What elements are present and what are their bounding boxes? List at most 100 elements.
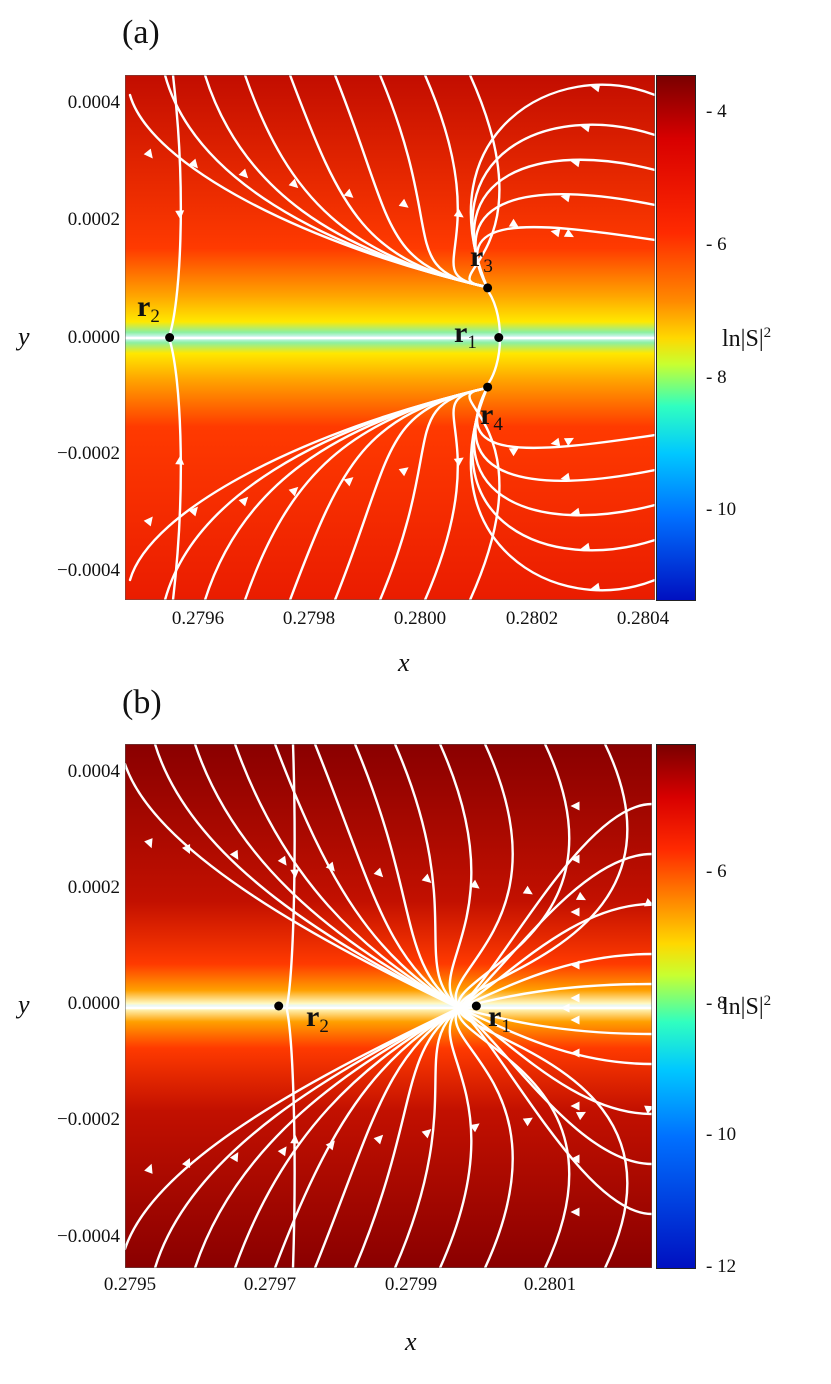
streamline <box>285 744 296 1008</box>
streamline-arrow <box>325 861 335 872</box>
critical-point-r1 <box>471 1001 481 1011</box>
streamline <box>457 1006 571 1268</box>
streamline-arrow <box>570 960 580 970</box>
streamline <box>475 386 655 450</box>
streamline <box>457 1006 652 1116</box>
panel-b-label: (b) <box>122 684 162 721</box>
panel-a-point-label-r4: r4 <box>480 398 503 435</box>
critical-point-r1 <box>494 333 504 342</box>
streamline <box>285 1008 296 1268</box>
streamline-arrow <box>143 148 153 159</box>
streamline-arrow <box>508 447 519 457</box>
panel-a-x-tick: 0.2800 <box>393 608 447 629</box>
streamline-arrow <box>143 516 153 527</box>
panel-a-y-tick: −0.0002 <box>57 443 120 464</box>
streamline-arrow <box>563 437 574 447</box>
panel-a-point-label-r3: r3 <box>470 240 493 277</box>
streamline-arrow <box>570 1048 580 1058</box>
streamline-arrow <box>570 1154 580 1164</box>
streamline <box>423 386 489 600</box>
panel-b-y-tick: 0.0002 <box>67 877 120 898</box>
panel-b-colorbar-tick: - 10 <box>706 1124 737 1145</box>
streamline <box>454 744 514 1010</box>
panel-a-x-tick: 0.2802 <box>505 608 559 629</box>
streamline-arrow <box>522 885 533 895</box>
panel-a-colorbar-tick: - 4 <box>706 101 727 122</box>
critical-point-r2 <box>274 1001 284 1011</box>
streamline <box>233 1006 461 1268</box>
streamline-arrow <box>238 168 249 179</box>
streamline-arrow <box>373 867 384 878</box>
streamline <box>454 1006 514 1268</box>
streamline <box>438 744 473 1010</box>
panel-b-x-tick: 0.2795 <box>103 1274 157 1295</box>
panel-b-streamplot <box>125 744 652 1268</box>
streamline <box>125 1006 461 1251</box>
streamline-arrow <box>570 854 580 864</box>
streamline <box>457 952 652 1010</box>
streamline-arrow <box>181 1157 191 1169</box>
streamline <box>193 744 461 1010</box>
streamline-arrow <box>560 472 571 482</box>
streamline-arrow <box>550 228 561 238</box>
panel-b-x-tick: 0.2799 <box>384 1274 438 1295</box>
streamline-arrow <box>343 188 354 198</box>
panel-a-x-axis-label: x <box>398 648 410 677</box>
streamline-arrow <box>550 437 561 447</box>
streamline-arrow <box>570 801 580 811</box>
streamline-arrow <box>570 1207 580 1217</box>
streamline-arrow <box>580 542 591 552</box>
panel-a-x-tick: 0.2798 <box>282 608 336 629</box>
panel-a-y-tick: 0.0000 <box>67 327 120 348</box>
streamline-arrow <box>570 507 581 517</box>
streamline-arrow <box>469 1123 480 1133</box>
streamline-arrow <box>560 1003 570 1013</box>
streamline-arrow <box>325 1140 335 1151</box>
panel-a-streamplot <box>125 75 655 600</box>
panel-b-x-tick: 0.2801 <box>523 1274 577 1295</box>
streamline-arrow <box>453 457 464 467</box>
streamline-arrow <box>238 496 249 507</box>
streamline <box>353 1006 461 1268</box>
streamline-arrow <box>644 898 652 907</box>
streamline-arrow <box>290 869 300 879</box>
streamline <box>457 902 652 1010</box>
panel-b-colorbar-tick: - 6 <box>706 861 727 882</box>
panel-b-colorbar-label: ln|S|2 <box>722 993 772 1020</box>
panel-a-y-tick: 0.0002 <box>67 209 120 230</box>
streamline-arrow <box>560 193 571 203</box>
streamline-arrow <box>421 1129 432 1139</box>
streamline-arrow <box>229 1152 239 1163</box>
streamline-arrow <box>188 506 198 517</box>
streamline <box>273 744 461 1010</box>
streamline <box>193 1006 461 1268</box>
streamline-arrow <box>288 178 299 189</box>
panel-b-x-tick: 0.2797 <box>243 1274 297 1295</box>
streamline <box>457 802 652 1010</box>
panel-a-colorbar-tick: - 6 <box>706 234 727 255</box>
panel-a-y-axis-label: y <box>18 322 30 351</box>
streamline-arrow <box>277 1146 287 1157</box>
panel-b-y-axis-label: y <box>18 990 30 1019</box>
streamline-arrow <box>288 486 299 497</box>
streamline-arrow <box>570 993 580 1003</box>
panel-a-colorbar-label: ln|S|2 <box>722 325 772 352</box>
streamline-arrow <box>398 198 409 208</box>
critical-point-r4 <box>483 382 493 392</box>
streamline-arrow <box>590 582 601 592</box>
streamline <box>457 1006 652 1066</box>
streamline-arrow <box>181 843 191 855</box>
streamline <box>438 1006 473 1268</box>
streamline-arrow <box>570 1101 580 1111</box>
streamline <box>475 225 655 289</box>
streamline <box>423 75 489 289</box>
streamline <box>125 762 461 1010</box>
panel-a-x-tick: 0.2804 <box>616 608 670 629</box>
streamline-arrow <box>508 218 519 228</box>
panel-b-colorbar-tick: - 8 <box>706 993 727 1014</box>
panel-a-colorbar <box>656 75 696 601</box>
streamline <box>457 852 652 1010</box>
streamline <box>167 336 182 600</box>
streamline-arrow <box>644 1105 652 1114</box>
streamline <box>153 744 461 1010</box>
